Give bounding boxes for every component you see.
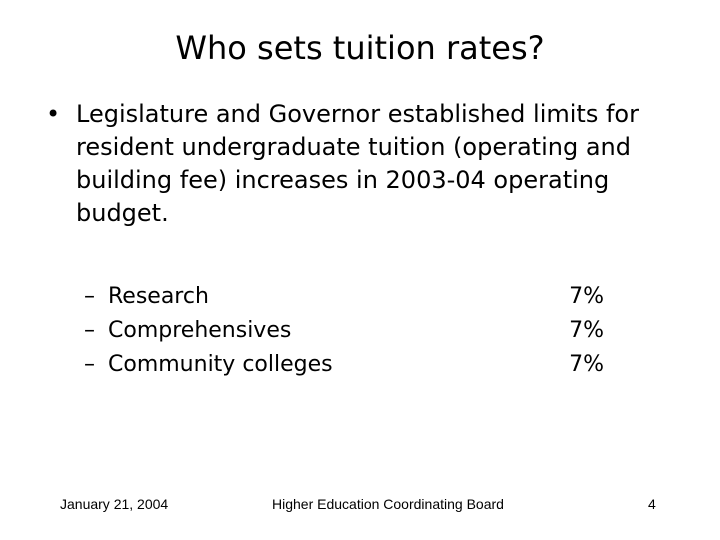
dash-icon: – <box>84 318 95 343</box>
list-item-label: Research <box>108 284 209 309</box>
list-item-value: 7% <box>569 352 604 377</box>
list-item-research: – Research 7% <box>84 280 604 314</box>
footer-date: January 21, 2004 <box>60 496 169 512</box>
dash-icon: – <box>84 284 95 309</box>
footer-organization: Higher Education Coordinating Board <box>272 496 504 512</box>
list-item-community-colleges: – Community colleges 7% <box>84 348 604 382</box>
list-item-label: Community colleges <box>108 352 333 377</box>
footer-page-number: 4 <box>648 496 656 512</box>
main-bullet-text: Legislature and Governor established lim… <box>76 100 639 227</box>
list-item-label: Comprehensives <box>108 318 292 343</box>
dash-icon: – <box>84 352 95 377</box>
main-bullet: • Legislature and Governor established l… <box>46 98 666 230</box>
increase-limits-list: – Research 7% – Comprehensives 7% – Comm… <box>84 280 604 382</box>
slide-title: Who sets tuition rates? <box>175 29 545 67</box>
list-item-comprehensives: – Comprehensives 7% <box>84 314 604 348</box>
list-item-value: 7% <box>569 318 604 343</box>
bullet-icon: • <box>46 100 61 128</box>
list-item-value: 7% <box>569 284 604 309</box>
